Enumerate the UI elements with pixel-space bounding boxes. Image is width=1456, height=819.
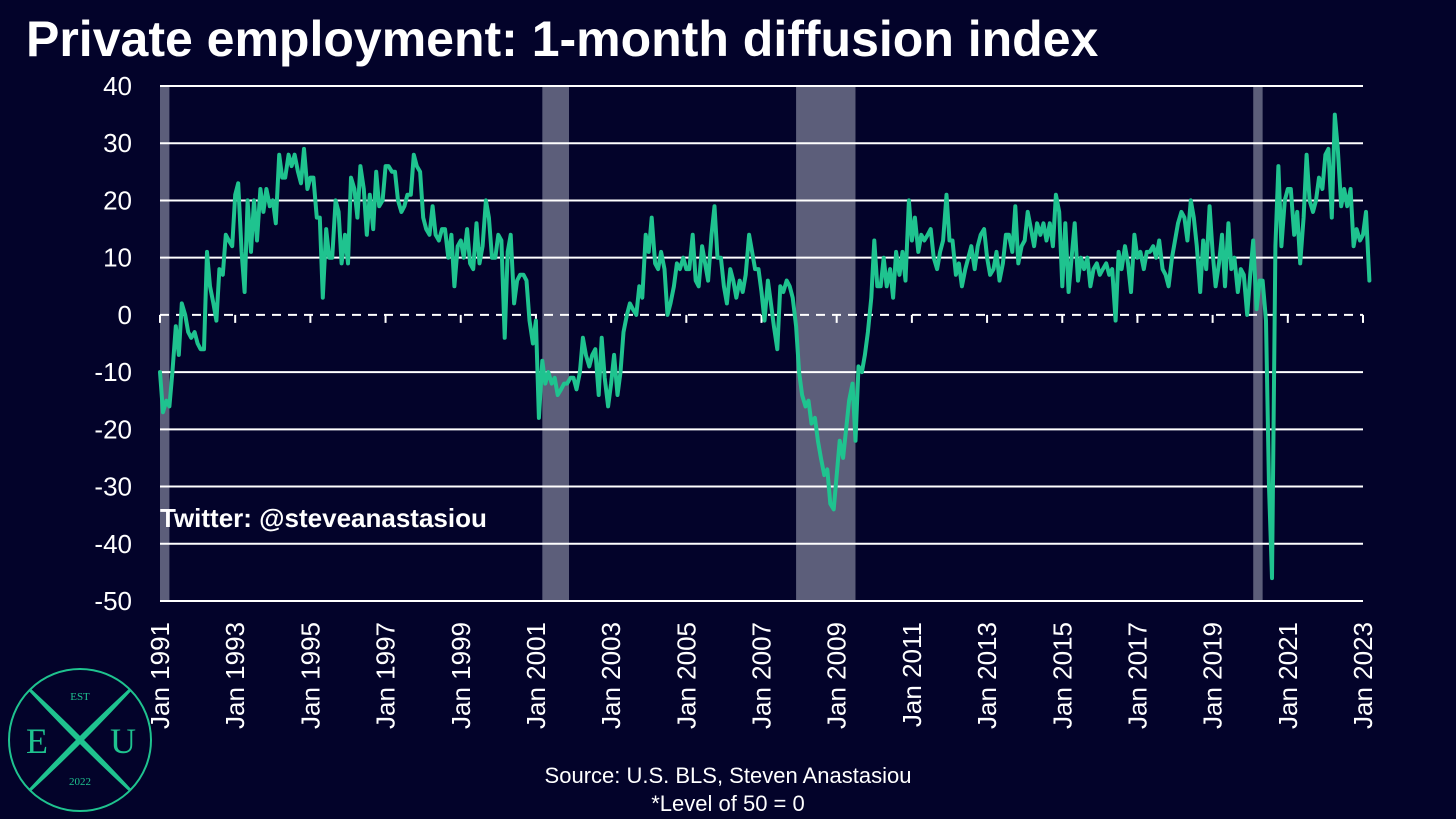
x-tick-label: Jan 2023 — [1348, 622, 1378, 729]
watermark-label: Twitter: @steveanastasiou — [160, 503, 487, 533]
footnote-text: *Level of 50 = 0 — [651, 791, 805, 816]
x-tick-label: Jan 2001 — [521, 622, 551, 729]
y-axis-ticks: 40 30 20 10 0 -10 -20 -30 -40 -50 — [94, 71, 132, 616]
y-tick-label: -40 — [94, 529, 132, 559]
y-tick-label: -10 — [94, 357, 132, 387]
exu-logo: EST E U 2022 — [8, 668, 152, 812]
x-tick-label: Jan 2017 — [1122, 622, 1152, 729]
x-tick-label: Jan 2005 — [671, 622, 701, 729]
x-tick-label: Jan 2009 — [822, 622, 852, 729]
x-tick-label: Jan 2021 — [1273, 622, 1303, 729]
x-tick-label: Jan 2015 — [1047, 622, 1077, 729]
logo-year: 2022 — [69, 776, 91, 788]
logo-ring — [8, 668, 152, 812]
x-tick-label: Jan 1993 — [220, 622, 250, 729]
logo-letter-e: E — [26, 721, 48, 761]
y-tick-label: -30 — [94, 472, 132, 502]
y-tick-label: 40 — [103, 71, 132, 101]
x-tick-label: Jan 1995 — [295, 622, 325, 729]
y-tick-label: 20 — [103, 185, 132, 215]
series-line-0 — [158, 112, 1372, 581]
series-layer — [158, 112, 1372, 581]
x-tick-label: Jan 2013 — [972, 622, 1002, 729]
recession-band-2 — [796, 86, 856, 601]
y-tick-label: 30 — [103, 128, 132, 158]
chart-title: Private employment: 1-month diffusion in… — [26, 11, 1099, 67]
logo-cross-b — [28, 688, 132, 792]
source-notes: Source: U.S. BLS, Steven Anastasiou *Lev… — [0, 762, 1456, 818]
recession-shading — [160, 86, 1263, 601]
y-tick-label: 10 — [103, 243, 132, 273]
y-tick-label: 0 — [118, 300, 132, 330]
x-tick-label: Jan 1997 — [371, 622, 401, 729]
source-text: Source: U.S. BLS, Steven Anastasiou — [544, 763, 912, 788]
x-tick-label: Jan 2011 — [897, 622, 927, 727]
x-tick-label: Jan 2019 — [1198, 622, 1228, 729]
y-tick-label: -20 — [94, 414, 132, 444]
x-tick-label: Jan 2003 — [596, 622, 626, 729]
x-tick-label: Jan 2007 — [747, 622, 777, 729]
logo-est: EST — [70, 691, 90, 703]
recession-band-1 — [542, 86, 570, 601]
x-tick-label: Jan 1991 — [145, 622, 175, 729]
recession-band-0 — [160, 86, 170, 601]
x-tick-label: Jan 1999 — [446, 622, 476, 729]
recession-band-3 — [1253, 86, 1263, 601]
x-axis-ticks: Jan 1991 Jan 1993 Jan 1995 Jan 1997 Jan 1999… — [145, 314, 1378, 729]
logo-letter-u: U — [110, 721, 136, 761]
y-tick-label: -50 — [94, 586, 132, 616]
